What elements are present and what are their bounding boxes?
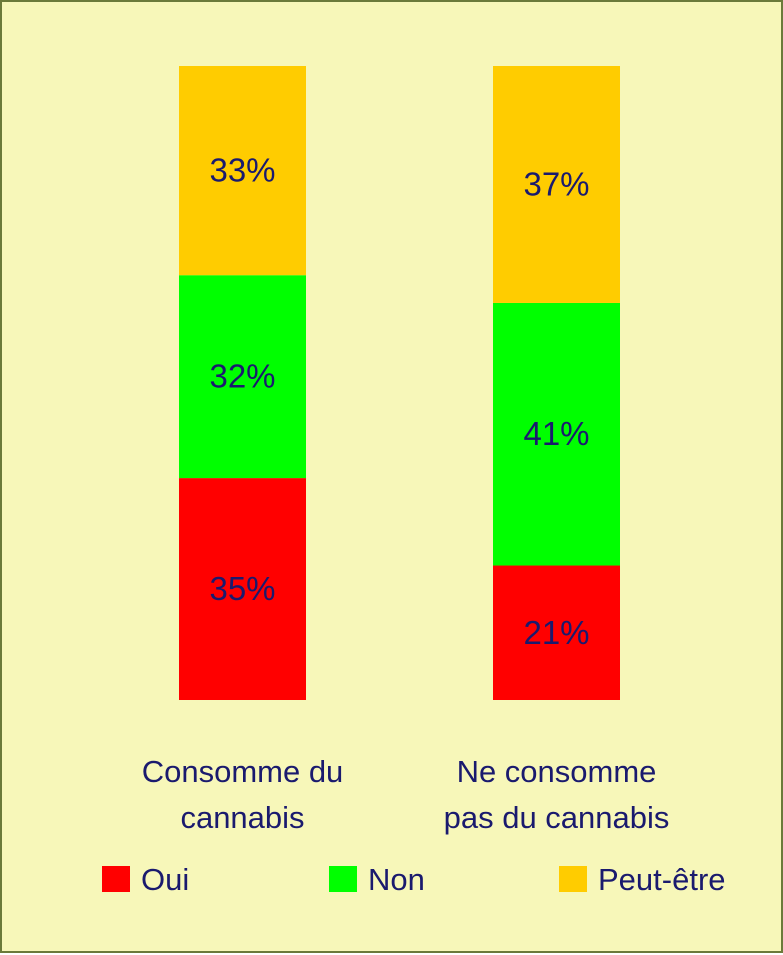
legend: Oui Non Peut-être [102,862,726,897]
legend-swatch-non [329,866,357,892]
bar-segment-oui-1 [179,478,306,700]
category-label-1: Consomme du cannabis [142,754,344,835]
data-label-peut-etre-1: 33% [209,152,275,189]
data-label-oui-2: 21% [523,614,589,651]
bar-segment-non-2 [493,302,620,566]
category-labels-layer: Consomme du cannabis Ne consomme pas du can… [142,754,670,835]
legend-label-oui: Oui [141,862,189,897]
bar-segment-peut-etre-2 [493,66,620,303]
data-label-non-2: 41% [523,415,589,452]
legend-swatch-peut-etre [559,866,587,892]
data-label-non-1: 32% [209,358,275,395]
bar-segment-peut-etre-1 [179,66,306,276]
bar-segment-oui-2 [493,565,620,700]
legend-label-peut-etre: Peut-être [598,862,726,897]
data-label-peut-etre-2: 37% [523,165,589,202]
bar-segment-non-1 [179,275,306,479]
legend-label-non: Non [368,862,425,897]
bars-layer [179,66,620,700]
segment-labels-layer: 35% 32% 33% 21% 41% 37% [209,152,589,651]
category-label-2: Ne consomme pas du cannabis [444,754,670,835]
legend-swatch-oui [102,866,130,892]
data-label-oui-1: 35% [209,570,275,607]
